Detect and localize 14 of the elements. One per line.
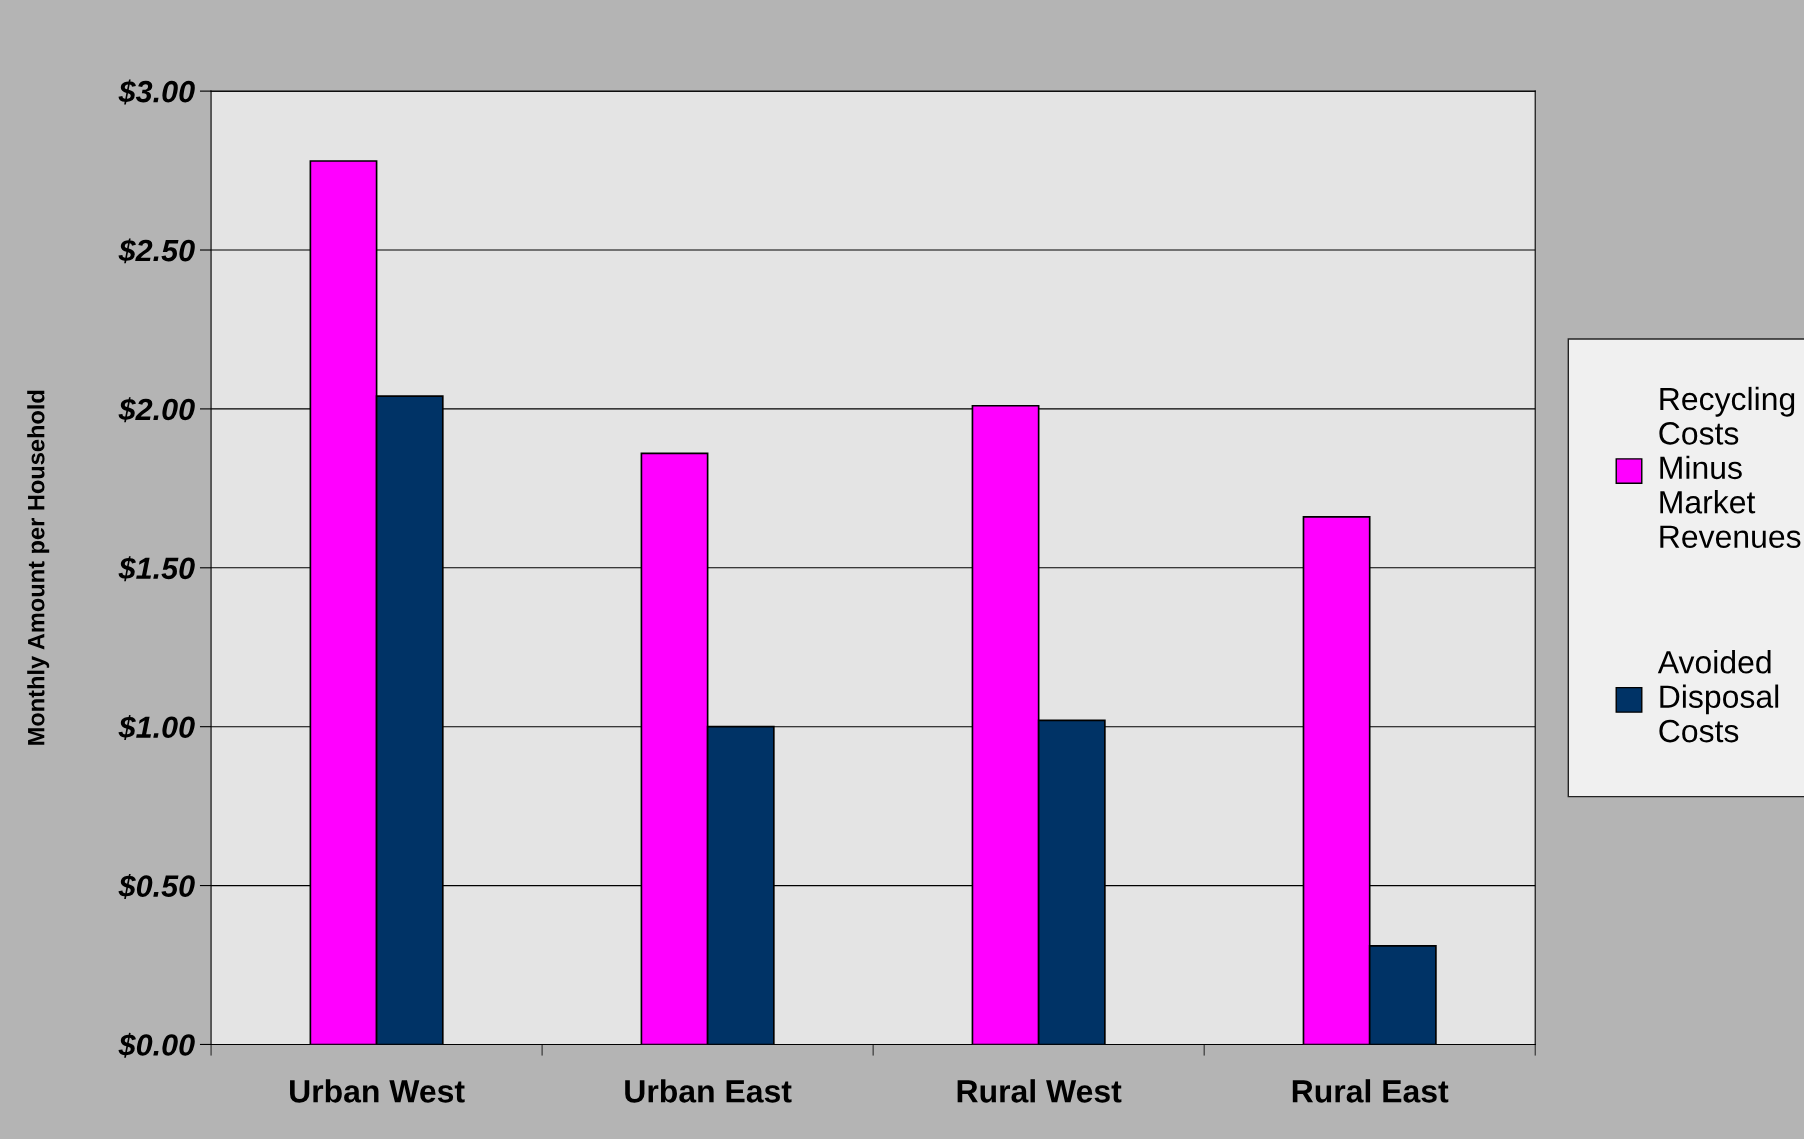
y-tick-label: $0.50 <box>118 873 195 899</box>
y-tick-label: $2.00 <box>118 397 195 423</box>
legend-label: Avoided Disposal Costs <box>1657 650 1779 743</box>
x-tick-label: Urban East <box>625 1079 792 1103</box>
y-tick-label: $1.00 <box>118 715 195 741</box>
x-tick-label: Rural East <box>1292 1079 1449 1103</box>
legend-label: Recycling Costs Minus Market Revenues <box>1659 386 1801 548</box>
y-tick-label: $2.50 <box>118 238 195 264</box>
y-axis-title: Monthly Amount per Household <box>27 390 50 745</box>
y-tick-label: $3.00 <box>118 79 195 105</box>
y-tick-label: $1.50 <box>118 556 195 582</box>
y-tick-label: $0.00 <box>118 1032 195 1058</box>
x-tick-label: Rural West <box>957 1079 1122 1103</box>
x-tick-label: Urban West <box>290 1079 465 1103</box>
